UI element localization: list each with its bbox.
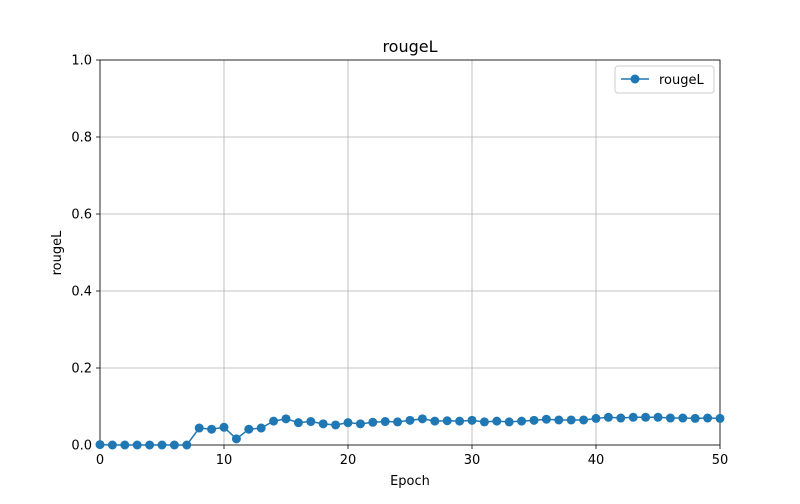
data-point-0-37 xyxy=(554,415,564,425)
data-point-0-18 xyxy=(318,419,328,429)
data-point-0-0 xyxy=(95,440,105,450)
data-point-0-43 xyxy=(628,412,638,422)
data-point-0-39 xyxy=(579,415,589,425)
x-axis-label: Epoch xyxy=(390,474,430,489)
data-point-0-27 xyxy=(430,416,440,426)
data-point-0-47 xyxy=(678,413,688,423)
x-tick-label-3: 30 xyxy=(464,453,481,468)
data-point-0-14 xyxy=(269,416,279,426)
y-tick-label-4: 0.8 xyxy=(71,131,92,146)
legend-point-marker xyxy=(630,74,640,84)
data-point-0-36 xyxy=(541,414,551,424)
data-point-0-2 xyxy=(120,440,130,450)
data-point-0-28 xyxy=(442,416,452,426)
y-tick-label-0: 0.0 xyxy=(71,439,92,454)
x-tick-label-5: 50 xyxy=(712,453,729,468)
data-point-0-17 xyxy=(306,417,316,427)
data-point-0-42 xyxy=(616,413,626,423)
data-point-0-44 xyxy=(641,412,651,422)
y-tick-label-5: 1.0 xyxy=(71,54,92,69)
data-point-0-13 xyxy=(256,423,266,433)
data-point-0-4 xyxy=(145,440,155,450)
data-point-0-31 xyxy=(479,417,489,427)
data-point-0-32 xyxy=(492,416,502,426)
data-point-0-22 xyxy=(368,417,378,427)
series-layer xyxy=(95,412,725,450)
data-point-0-19 xyxy=(331,420,341,430)
data-point-0-35 xyxy=(529,415,539,425)
data-point-0-20 xyxy=(343,418,353,428)
plot-area-border xyxy=(99,59,721,446)
data-point-0-7 xyxy=(182,440,192,450)
data-point-0-8 xyxy=(194,423,204,433)
axes-frame xyxy=(99,59,721,446)
data-point-0-15 xyxy=(281,414,291,424)
y-tick-label-1: 0.2 xyxy=(71,362,92,377)
legend: rougeL xyxy=(614,65,715,94)
legend-label: rougeL xyxy=(659,73,705,88)
chart-title: rougeL xyxy=(382,37,437,56)
data-point-0-16 xyxy=(293,418,303,428)
data-point-0-12 xyxy=(244,424,254,434)
x-tick-label-4: 40 xyxy=(588,453,605,468)
data-point-0-34 xyxy=(517,416,527,426)
data-point-0-41 xyxy=(603,412,613,422)
data-point-0-49 xyxy=(703,413,713,423)
data-point-0-29 xyxy=(455,416,465,426)
data-point-0-50 xyxy=(715,413,725,423)
data-point-0-24 xyxy=(393,417,403,427)
data-point-0-9 xyxy=(207,424,217,434)
data-point-0-45 xyxy=(653,412,663,422)
data-point-0-40 xyxy=(591,413,601,423)
data-point-0-10 xyxy=(219,422,229,432)
data-point-0-26 xyxy=(417,414,427,424)
x-tick-label-2: 20 xyxy=(340,453,357,468)
legend-box xyxy=(614,65,715,94)
data-point-0-38 xyxy=(566,415,576,425)
data-point-0-11 xyxy=(231,434,241,444)
data-point-0-23 xyxy=(380,417,390,427)
data-point-0-48 xyxy=(690,413,700,423)
data-point-0-46 xyxy=(665,413,675,423)
x-tick-label-0: 0 xyxy=(96,453,104,468)
x-tick-label-1: 10 xyxy=(216,453,233,468)
data-point-0-30 xyxy=(467,415,477,425)
y-axis-label: rougeL xyxy=(50,230,65,276)
data-point-0-6 xyxy=(169,440,179,450)
data-point-0-5 xyxy=(157,440,167,450)
data-point-0-3 xyxy=(132,440,142,450)
y-tick-label-3: 0.6 xyxy=(71,208,92,223)
y-tick-label-2: 0.4 xyxy=(71,285,92,300)
data-point-0-25 xyxy=(405,415,415,425)
data-point-0-21 xyxy=(355,419,365,429)
data-point-0-33 xyxy=(504,417,514,427)
grid xyxy=(99,59,721,446)
ticks: 0 10 20 30 40 50 0.0 0.2 0.4 0.6 0.8 1.0 xyxy=(71,54,728,469)
data-point-0-1 xyxy=(107,440,117,450)
